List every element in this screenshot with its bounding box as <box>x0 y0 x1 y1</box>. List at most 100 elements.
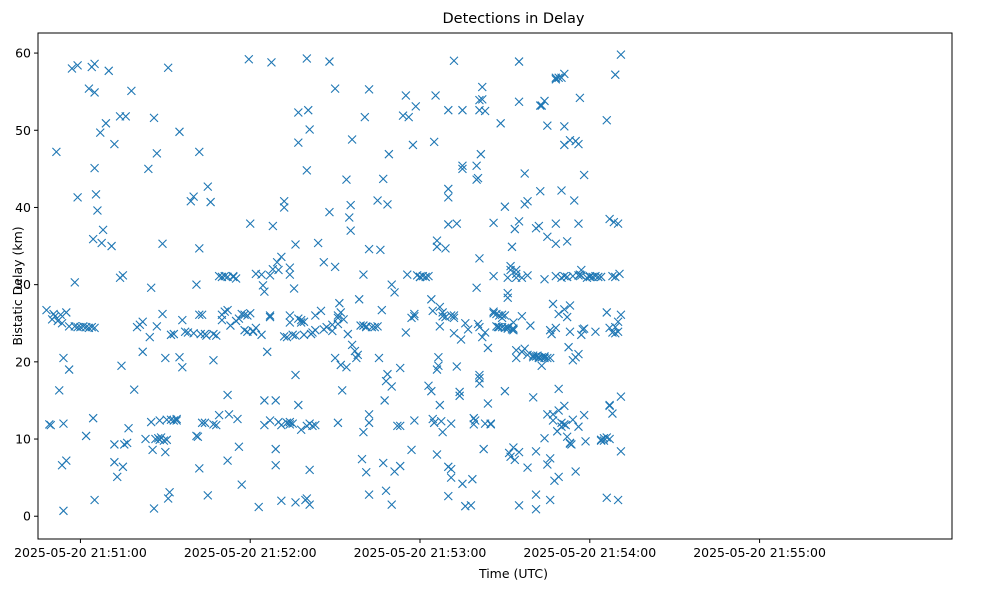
data-point <box>285 270 295 280</box>
data-point <box>90 88 99 97</box>
data-point <box>517 273 527 283</box>
data-point <box>496 118 506 128</box>
data-point <box>443 220 453 229</box>
data-point <box>231 274 241 283</box>
data-point <box>579 170 589 180</box>
data-point <box>424 381 433 391</box>
data-point <box>528 351 538 361</box>
data-point <box>421 272 431 282</box>
data-point <box>534 221 544 231</box>
data-point <box>438 308 448 317</box>
data-point <box>342 362 351 372</box>
data-point <box>194 463 204 473</box>
data-point <box>373 321 382 331</box>
data-point <box>172 414 182 424</box>
data-point <box>189 328 199 338</box>
data-point <box>411 101 421 111</box>
data-point <box>523 270 532 280</box>
data-point <box>497 310 507 320</box>
data-point <box>426 386 436 396</box>
data-point <box>479 444 489 454</box>
data-point <box>57 318 67 328</box>
data-point <box>535 186 545 196</box>
data-point <box>520 169 530 178</box>
data-point <box>165 487 174 497</box>
data-point <box>441 243 450 253</box>
x-tick-label: 2025-05-20 21:53:00 <box>354 545 487 560</box>
data-point <box>194 243 204 253</box>
data-point <box>186 196 196 206</box>
y-tick-label: 0 <box>23 509 31 524</box>
data-point <box>234 442 244 452</box>
data-point <box>605 214 614 224</box>
data-point <box>551 271 561 281</box>
data-point <box>472 161 481 171</box>
data-point <box>559 401 569 411</box>
data-point <box>452 219 462 229</box>
data-point <box>466 501 476 510</box>
data-point <box>387 280 397 290</box>
data-point <box>542 353 552 363</box>
y-axis-ticks: 0 10 20 30 40 50 60 <box>15 46 38 524</box>
data-point <box>305 500 315 510</box>
data-point <box>547 329 556 339</box>
data-point <box>390 287 399 297</box>
data-point <box>276 420 286 430</box>
data-point <box>610 70 620 80</box>
data-point <box>449 56 459 66</box>
data-point <box>336 308 346 317</box>
data-point <box>467 474 477 484</box>
data-point <box>101 118 111 128</box>
data-point <box>285 318 295 327</box>
data-point <box>237 309 247 319</box>
data-point <box>551 239 561 249</box>
data-point <box>162 415 172 425</box>
y-tick-label: 50 <box>15 123 31 138</box>
data-point <box>562 432 572 442</box>
data-point <box>325 57 334 66</box>
data-point <box>97 238 107 248</box>
data-point <box>201 331 211 340</box>
data-point <box>276 252 286 262</box>
data-point <box>480 106 490 116</box>
data-point <box>359 321 368 330</box>
data-point <box>542 460 552 469</box>
data-point <box>112 472 122 482</box>
data-point <box>551 323 561 333</box>
chart-title: Detections in Delay <box>442 11 584 27</box>
data-point <box>146 417 156 427</box>
data-point <box>203 182 213 192</box>
data-point <box>351 353 361 363</box>
data-point <box>50 311 60 321</box>
data-point <box>531 490 541 500</box>
data-point <box>383 369 392 379</box>
data-point <box>73 193 83 202</box>
data-point <box>73 61 83 70</box>
y-tick-label: 60 <box>15 46 31 61</box>
data-point <box>46 420 56 430</box>
data-point <box>223 305 232 315</box>
data-point <box>155 416 165 425</box>
data-point <box>330 353 340 363</box>
data-point <box>330 84 340 93</box>
data-point <box>456 335 466 344</box>
data-point <box>551 219 561 229</box>
data-point <box>401 91 411 100</box>
data-point <box>458 161 467 171</box>
data-point <box>424 271 433 281</box>
y-tick-label: 40 <box>15 200 31 215</box>
data-point <box>514 57 524 66</box>
data-point <box>408 140 418 150</box>
data-point <box>523 196 532 206</box>
data-point <box>559 304 569 314</box>
data-point <box>564 342 573 352</box>
data-point <box>276 496 286 506</box>
data-point <box>152 321 162 331</box>
data-point <box>511 345 521 355</box>
data-point <box>245 308 255 318</box>
data-point <box>458 164 467 174</box>
data-point <box>214 410 224 420</box>
data-point <box>507 242 517 252</box>
data-point <box>237 480 247 489</box>
